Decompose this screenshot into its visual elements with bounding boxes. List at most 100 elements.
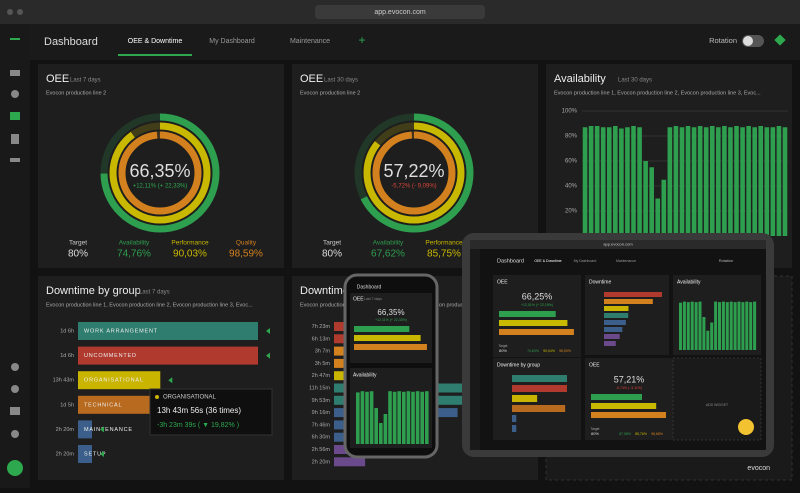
edit-button[interactable] [774, 34, 786, 46]
window-button[interactable] [17, 9, 23, 15]
card-title: Availability [554, 73, 606, 85]
bar [667, 127, 673, 236]
bar-value-label: 2h 20m [56, 451, 75, 457]
phone-availability-bar [383, 414, 388, 444]
phone-card-period: Last 7 days [364, 297, 382, 301]
bar-value-label: 6h 30m [312, 435, 331, 441]
tablet-tab: OEE & Downtime [534, 259, 561, 263]
tab: OEE & Downtime [128, 38, 183, 45]
tablet-availability-bar [725, 302, 729, 350]
nav-icon[interactable] [11, 363, 19, 371]
y-tick-label: 60% [565, 159, 578, 165]
sidebar-icons [7, 38, 23, 476]
nav-icon[interactable] [10, 158, 20, 162]
nav-icon[interactable] [11, 134, 19, 144]
nav-icon[interactable] [10, 70, 20, 76]
tablet-rotation: Rotation [719, 259, 733, 263]
brand: evocon [747, 465, 770, 472]
tablet-card-title: OEE [589, 362, 600, 368]
phone-availability-bar [420, 391, 424, 444]
phone-availability-bar [425, 391, 429, 444]
trend-marker [266, 328, 270, 334]
tablet-downtime-bar [604, 306, 629, 311]
phone-availability-bar [415, 391, 420, 444]
nav-icon[interactable] [11, 385, 19, 393]
nav-icon[interactable] [11, 90, 19, 98]
menu-icon[interactable] [10, 38, 20, 40]
bar-name: ORGANISATIONAL [84, 378, 144, 384]
bar [619, 128, 624, 236]
bar-value-label: 1d 6h [60, 353, 74, 359]
tablet-downtime-bar [604, 334, 620, 339]
add-tab: + [358, 33, 365, 47]
tablet-downtime-bar [604, 327, 623, 332]
oee-value: 57,22% [383, 161, 444, 181]
phone-oee: 66,35% [377, 308, 404, 317]
oee-delta: -5,72% (- 9,09%) [391, 184, 436, 190]
page-title: Dashboard [44, 36, 98, 48]
card-period: Last 7 days [139, 290, 170, 296]
bar [782, 127, 788, 236]
bar [78, 322, 258, 340]
tablet-availability-bar [721, 301, 725, 350]
tablet-downtime-bar [604, 341, 616, 346]
url-field[interactable] [315, 5, 485, 19]
bar [679, 127, 685, 236]
card-period: Last 30 days [618, 78, 652, 84]
stat-label: Target [69, 240, 87, 247]
bar [776, 126, 782, 236]
ring-arc [363, 122, 465, 224]
tablet-card-title: Downtime [589, 279, 611, 285]
card-period: Last 7 days [70, 78, 101, 84]
bar-name: SETUP [84, 451, 106, 457]
phone-availability-bar [411, 391, 415, 444]
bar [334, 457, 366, 467]
tablet-stat: 90,04% [543, 349, 555, 353]
bar [600, 127, 606, 236]
bar-value-label: 1d 5h [60, 402, 74, 408]
tab: Maintenance [290, 38, 330, 45]
bar [613, 126, 618, 236]
bar-value-label: 2h 20m [56, 427, 75, 433]
phone-bar [354, 344, 427, 350]
tablet-stat: 85,76% [635, 432, 647, 436]
phone-title: Dashboard [357, 284, 382, 290]
nav-icon[interactable] [10, 407, 20, 415]
trend-marker [266, 352, 270, 359]
avatar[interactable] [7, 460, 23, 476]
tablet-delta: +12,01% (+ 22,15%) [521, 303, 553, 307]
bar-value-label: 13h 43m [53, 378, 75, 384]
card-subtitle: Evocon production line 2 [46, 90, 106, 96]
tablet-group-bar [512, 425, 517, 432]
bar-value-label: 9h 16m [312, 410, 331, 416]
bar-value-label: 3h 5m [315, 361, 331, 367]
rotation-label: Rotation [709, 36, 737, 45]
bar-name: MAINTENANCE [84, 427, 133, 433]
ring-arc [109, 122, 211, 224]
card-title: Downtime by group [46, 285, 141, 297]
tablet-downtime-bar [604, 292, 662, 297]
bar [588, 126, 594, 236]
phone-availability-bar [374, 408, 378, 444]
tablet-oee: 66,25% [522, 291, 553, 301]
nav-icon[interactable] [10, 112, 20, 120]
bar [722, 126, 727, 236]
bar [716, 127, 721, 236]
bar-value-label: 11h 15m [309, 385, 330, 391]
window-button[interactable] [7, 9, 13, 15]
bar [764, 127, 770, 236]
content: app.evocon.com Dashboard OEE & Downtime My … [44, 9, 788, 472]
tablet-availability-bar [679, 302, 682, 350]
stat-value: 90,03% [173, 249, 207, 260]
ring-arc [100, 113, 220, 233]
tooltip-name: ORGANISATIONAL [163, 395, 217, 401]
y-tick-label: 80% [565, 134, 578, 140]
ring-arc [118, 131, 202, 215]
mascot [738, 419, 754, 435]
tooltip [149, 388, 273, 436]
tablet-availability-bar [694, 302, 698, 350]
nav-icon[interactable] [11, 430, 19, 438]
bar [770, 127, 776, 236]
phone-availability-bar [360, 391, 365, 444]
stat-label: Quality [236, 240, 257, 247]
